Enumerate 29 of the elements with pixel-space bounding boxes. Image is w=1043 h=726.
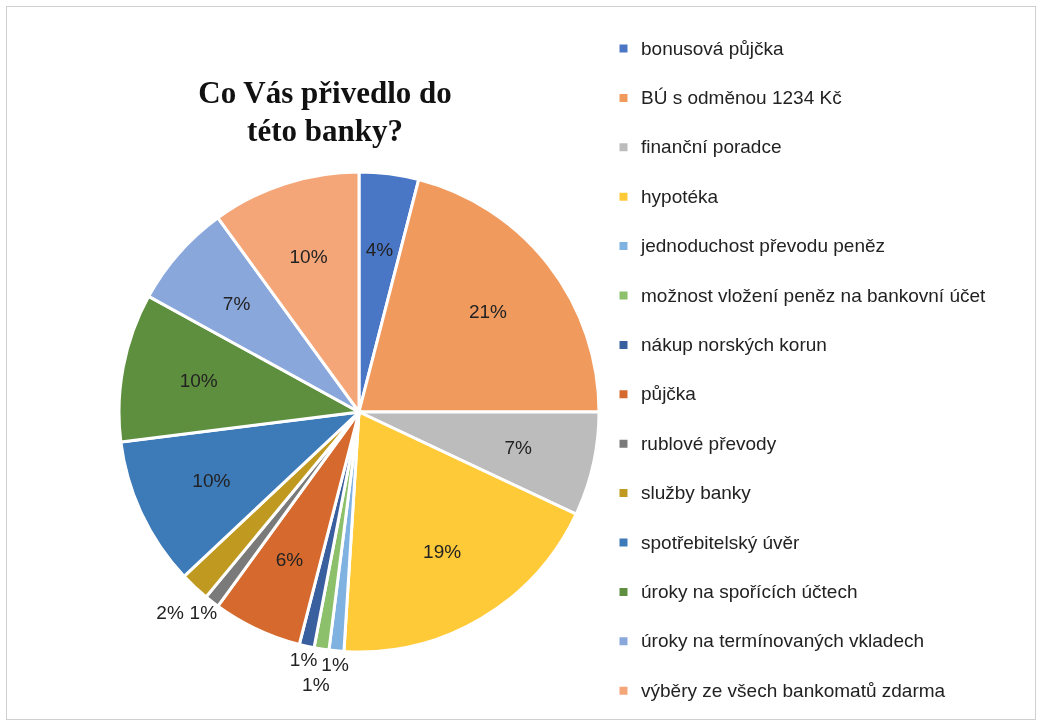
data-label: 10% xyxy=(179,370,218,392)
legend-label: BÚ s odměnou 1234 Kč xyxy=(641,86,842,108)
legend-label: rublové převody xyxy=(641,432,777,454)
legend-label: úroky na spořících účtech xyxy=(641,580,858,602)
legend-label: úroky na termínovaných vkladech xyxy=(641,630,925,652)
legend-label: nákup norských korun xyxy=(641,333,827,355)
data-label: 10% xyxy=(192,470,231,492)
data-label: 19% xyxy=(423,541,462,563)
data-label: 10% xyxy=(289,245,328,267)
legend-label: jednoduchost převodu peněz xyxy=(640,235,886,257)
data-label: 7% xyxy=(222,293,251,315)
legend-label: hypotéka xyxy=(641,185,719,207)
data-label: 2% xyxy=(156,602,184,624)
legend-label: výběry ze všech bankomatů zdarma xyxy=(641,679,946,701)
data-label: 4% xyxy=(365,239,394,261)
data-label: 21% xyxy=(468,300,508,322)
data-label: 7% xyxy=(504,436,533,458)
legend-label: spotřebitelský úvěr xyxy=(641,531,801,553)
legend-label: bonusová půjčka xyxy=(641,37,785,59)
legend-label: možnost vložení peněz na bankovní účet xyxy=(641,284,987,306)
text: Co Vás přivedlo do této banky? xyxy=(198,75,452,148)
data-label: 1% xyxy=(321,653,349,675)
legend-label: služby banky xyxy=(641,482,752,504)
data-label: 6% xyxy=(275,548,304,570)
data-label: 1% xyxy=(289,648,318,670)
data-label: 1% xyxy=(302,673,330,695)
legend-label: půjčka xyxy=(641,383,697,405)
legend-label: finanční poradce xyxy=(641,136,782,158)
data-label: 1% xyxy=(189,601,218,623)
